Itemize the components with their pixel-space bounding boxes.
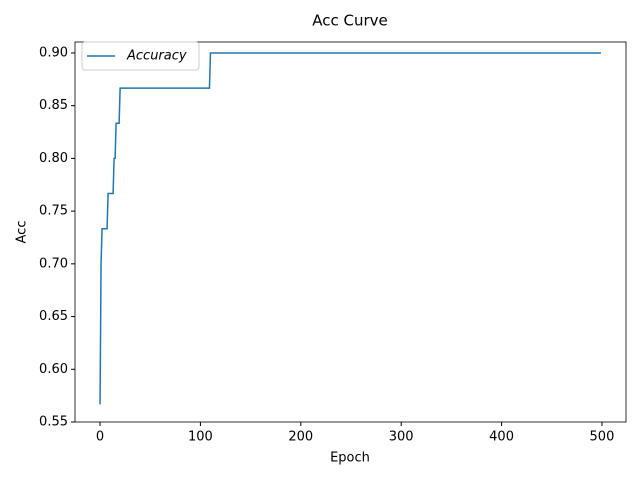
x-tick-label: 500 [590, 430, 615, 445]
data-line [99, 52, 601, 405]
y-tick-label: 0.75 [39, 204, 68, 219]
plot-frame [74, 41, 627, 423]
legend-label: Accuracy [126, 49, 187, 64]
y-tick-label: 0.55 [39, 415, 68, 430]
x-tick-label: 200 [288, 430, 313, 445]
chart-title: Acc Curve [312, 12, 388, 30]
y-tick-label: 0.85 [39, 98, 68, 113]
y-tick-label: 0.90 [39, 45, 68, 60]
x-tick-label: 300 [389, 430, 414, 445]
y-tick-label: 0.65 [39, 309, 68, 324]
x-tick-label: 400 [489, 430, 514, 445]
y-axis-label: Acc [15, 221, 30, 244]
x-tick-label: 100 [188, 430, 213, 445]
y-tick-label: 0.70 [39, 256, 68, 271]
y-tick-label: 0.80 [39, 151, 68, 166]
legend: Accuracy [81, 41, 200, 71]
y-tick-label: 0.60 [39, 362, 68, 377]
x-axis-label: Epoch [330, 451, 370, 466]
x-tick-label: 0 [96, 430, 104, 445]
legend-box [81, 41, 200, 71]
